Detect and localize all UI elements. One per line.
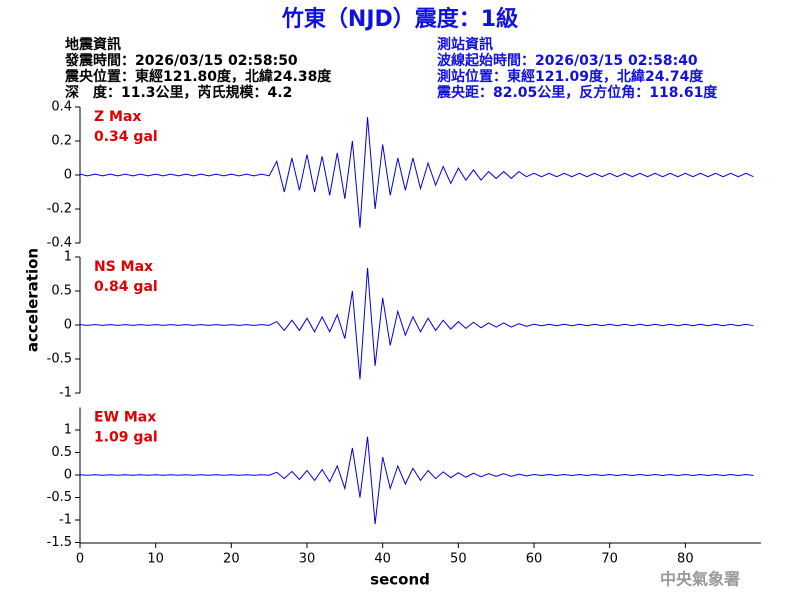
- peak-value: 1.09 gal: [94, 430, 158, 446]
- y-tick-label: 0.2: [51, 134, 72, 149]
- chart-title: 竹東（NJD）震度：1級: [281, 6, 518, 32]
- info-left: 深 度：11.3公里，芮氏規模：4.2: [65, 84, 292, 101]
- component-name: NS Max: [94, 259, 153, 275]
- y-tick-label: -1: [59, 386, 72, 401]
- y-tick-label: 0.5: [51, 445, 72, 460]
- y-tick-label: -0.5: [47, 490, 72, 505]
- y-tick-label: 0: [64, 318, 72, 333]
- x-tick-label: 70: [601, 552, 618, 567]
- waveform: [79, 117, 754, 228]
- y-tick-label: -0.5: [47, 352, 72, 367]
- y-tick-label: 0.4: [51, 100, 72, 115]
- y-tick-label: -0.4: [47, 236, 72, 251]
- x-tick-label: 40: [374, 552, 391, 567]
- x-tick-label: 50: [450, 552, 467, 567]
- y-tick-label: 1: [64, 423, 72, 438]
- info-right: 測站位置：東經121.09度，北緯24.74度: [437, 68, 704, 85]
- peak-value: 0.34 gal: [94, 129, 158, 145]
- y-tick-label: 0: [64, 468, 72, 483]
- y-tick-label: 1: [64, 250, 72, 265]
- info-right: 波線起始時間：2026/03/15 02:58:40: [437, 52, 698, 69]
- info-left: 發震時間：2026/03/15 02:58:50: [64, 52, 298, 69]
- x-tick-label: 0: [76, 552, 84, 567]
- x-tick-label: 20: [223, 552, 240, 567]
- y-tick-label: -0.2: [47, 202, 72, 217]
- info-right: 測站資訊: [437, 36, 493, 53]
- y-tick-label: -1: [59, 513, 72, 528]
- x-tick-label: 60: [526, 552, 543, 567]
- component-name: Z Max: [94, 109, 141, 125]
- x-tick-label: 10: [147, 552, 164, 567]
- y-tick-label: 0: [64, 168, 72, 183]
- waveform: [79, 267, 754, 380]
- x-tick-label: 30: [299, 552, 316, 567]
- y-tick-label: -1.5: [47, 535, 72, 550]
- x-tick-label: 80: [677, 552, 694, 567]
- y-tick-label: 0.5: [51, 284, 72, 299]
- info-left: 地震資訊: [65, 36, 121, 53]
- x-axis-label: second: [370, 571, 430, 589]
- component-name: EW Max: [94, 410, 156, 426]
- credit: 中央氣象署: [660, 570, 740, 589]
- y-axis-label: acceleration: [24, 248, 42, 352]
- peak-value: 0.84 gal: [94, 279, 158, 295]
- waveform: [79, 436, 754, 525]
- info-left: 震央位置：東經121.80度，北緯24.38度: [64, 68, 332, 85]
- info-right: 震央距：82.05公里，反方位角：118.61度: [436, 84, 718, 101]
